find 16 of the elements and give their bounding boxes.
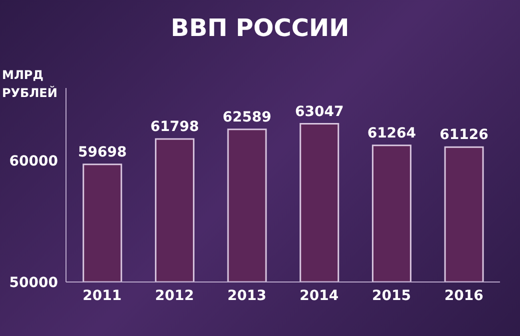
x-tick-label: 2016 (444, 288, 484, 304)
data-label: 63047 (295, 104, 344, 120)
x-tick-label: 2012 (155, 288, 194, 304)
data-label: 59698 (78, 144, 127, 160)
data-label: 62589 (222, 109, 272, 126)
data-label: 61798 (150, 118, 200, 135)
chart-title: ВВП РОССИИ (170, 14, 350, 42)
x-tick-label: 2011 (82, 288, 122, 304)
data-label: 61264 (367, 125, 416, 142)
x-tick-label: 2015 (372, 288, 411, 304)
y-tick-label: 50000 (9, 274, 58, 291)
y-axis-title: МЛРД РУБЛЕЙ (2, 67, 58, 102)
y-tick-label: 60000 (9, 154, 58, 170)
x-tick-label: 2014 (300, 288, 339, 304)
data-label: 61126 (440, 127, 488, 144)
x-tick-label: 2013 (227, 288, 266, 304)
